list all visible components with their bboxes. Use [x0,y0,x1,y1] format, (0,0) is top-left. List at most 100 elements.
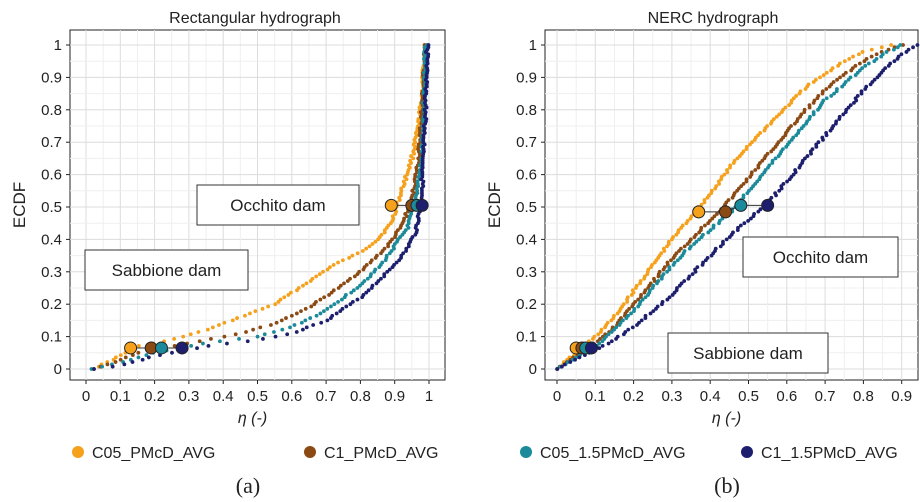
data-point [643,288,648,293]
data-point [651,309,656,314]
data-point [708,228,713,233]
data-point [379,232,384,237]
data-point [829,82,834,87]
data-point [769,195,774,200]
data-point [750,140,754,145]
annotation-label: Sabbione dam [112,261,222,280]
data-point [560,364,564,369]
x-tick-label: 0.3 [178,388,199,405]
data-point [656,279,661,283]
data-point [648,281,653,286]
data-point [197,339,202,344]
data-point [292,323,297,327]
data-point [222,320,227,325]
data-point [385,269,390,274]
y-axis-label: ECDF [485,182,504,228]
x-tick-label: 0.8 [350,388,371,405]
data-point [795,117,800,121]
data-point [738,223,743,228]
data-point [329,304,333,309]
data-point [869,47,874,52]
data-point [321,309,326,314]
data-point [662,265,667,270]
data-point [744,177,749,182]
data-point [358,283,362,288]
data-point [336,299,340,304]
data-point [598,337,602,341]
data-point [340,306,345,311]
data-point [322,295,327,300]
data-point [325,306,330,311]
data-point [869,54,874,59]
data-point [318,297,323,302]
data-point [838,75,842,80]
data-point [874,52,879,57]
data-point [835,77,839,82]
data-point [357,269,362,274]
data-point [705,256,710,260]
data-point [299,320,304,325]
data-point [294,330,299,334]
data-point [707,193,711,198]
data-point [269,323,273,327]
x-tick-label: 0.4 [213,388,234,405]
data-point [660,299,665,304]
y-tick-label: 0.1 [41,329,62,346]
data-point [661,246,666,251]
data-point [395,228,400,233]
x-tick-label: 0 [553,388,561,405]
data-point [390,237,394,242]
data-point [739,184,744,189]
median-marker [584,341,598,355]
data-point [816,94,821,98]
data-point [694,239,699,244]
data-point [831,80,836,84]
data-point [325,267,330,272]
data-point [345,279,350,283]
chart-title: Rectangular hydrograph [169,10,341,27]
legend-marker [72,446,84,458]
data-point [92,367,96,371]
data-point [787,140,792,145]
data-point [409,154,413,158]
data-point [682,279,687,283]
data-point [233,332,238,337]
data-point [245,339,250,344]
data-point [382,272,387,277]
data-point [618,320,623,325]
data-point [606,341,611,346]
data-point [758,131,763,135]
data-point [317,272,322,277]
data-point [633,299,638,304]
data-point [753,168,758,172]
data-point [355,286,360,290]
data-point [136,343,141,348]
data-point [331,288,336,293]
data-point [866,61,871,66]
data-point [810,147,815,152]
data-point [258,325,263,330]
data-point [123,355,128,360]
data-point [843,70,848,75]
data-point [304,325,309,330]
data-point [342,281,346,286]
legend-marker [304,446,316,458]
data-point [712,214,717,219]
data-point [655,304,660,309]
data-point [373,267,378,272]
data-point [837,61,842,66]
data-point [851,54,855,59]
data-point [781,181,786,186]
data-point [857,68,862,73]
annotation-box [196,184,360,226]
data-point [749,170,754,175]
x-axis-label: η (-) [238,410,267,427]
data-point [210,325,215,330]
data-point [278,297,283,302]
data-point [688,244,693,249]
median-marker [384,198,398,212]
data-point [140,357,145,362]
data-point [693,267,697,272]
data-point [408,158,412,163]
